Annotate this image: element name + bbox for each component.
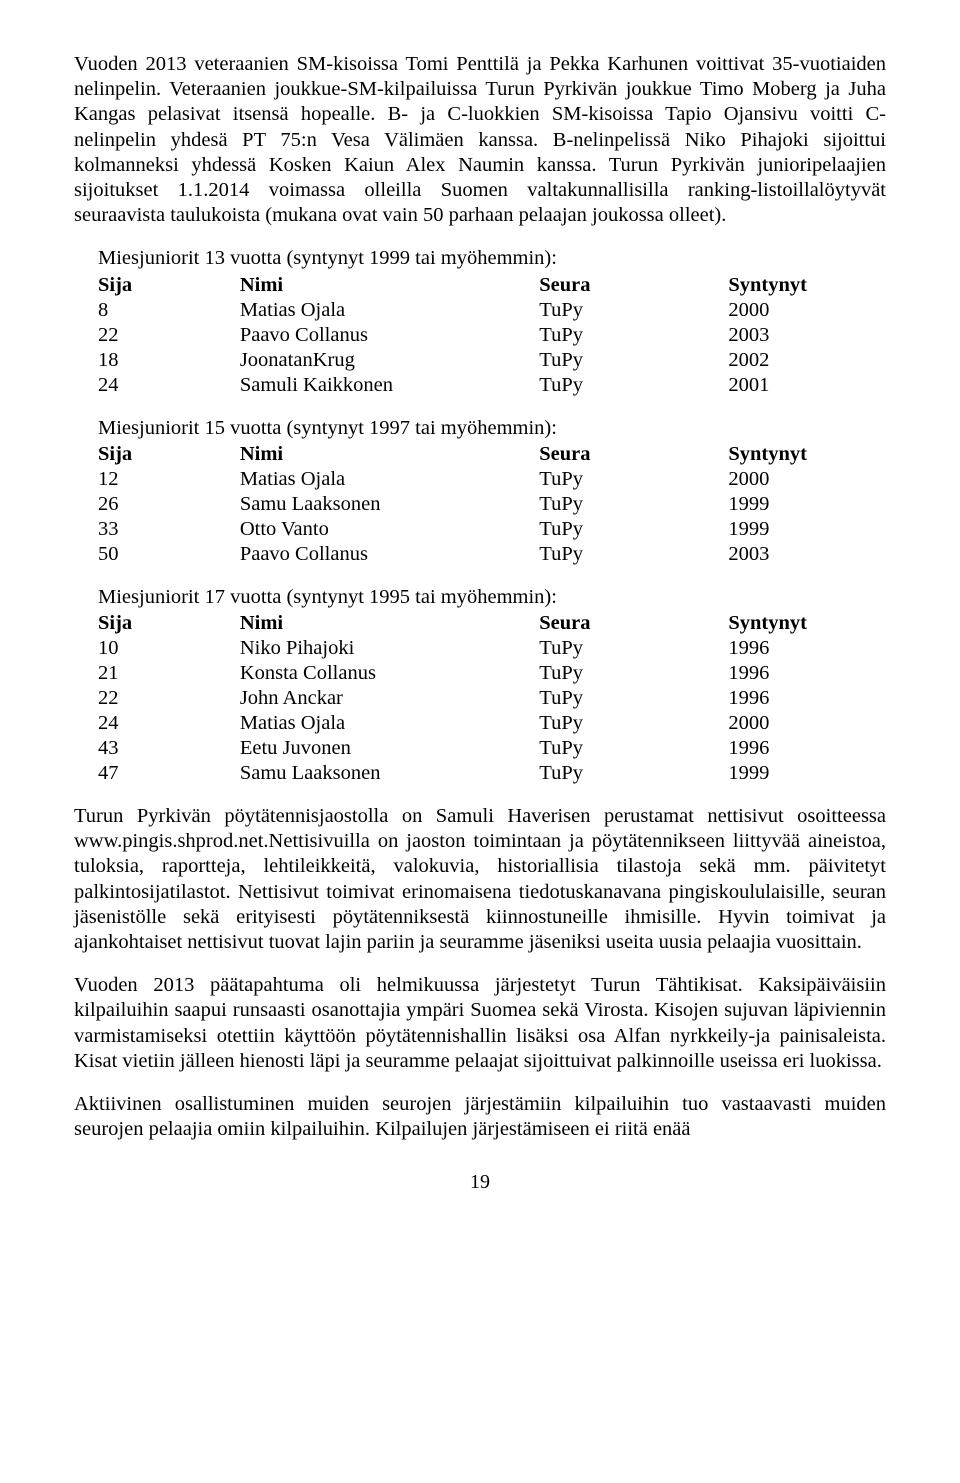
table-row: 18JoonatanKrugTuPy2002 bbox=[98, 348, 886, 373]
table-header-row: Sija Nimi Seura Syntynyt bbox=[98, 611, 886, 636]
col-seura: Seura bbox=[539, 442, 728, 467]
table-row: 43Eetu JuvonenTuPy1996 bbox=[98, 736, 886, 761]
table-row: 26Samu LaaksonenTuPy1999 bbox=[98, 492, 886, 517]
table-row: 24Matias OjalaTuPy2000 bbox=[98, 711, 886, 736]
table-13v-title: Miesjuniorit 13 vuotta (syntynyt 1999 ta… bbox=[98, 246, 886, 271]
col-sija: Sija bbox=[98, 611, 240, 636]
table-row: 8Matias OjalaTuPy2000 bbox=[98, 298, 886, 323]
col-synt: Syntynyt bbox=[728, 273, 886, 298]
table-header-row: Sija Nimi Seura Syntynyt bbox=[98, 273, 886, 298]
table-17v-grid: Sija Nimi Seura Syntynyt 10Niko Pihajoki… bbox=[98, 611, 886, 786]
table-15v-title: Miesjuniorit 15 vuotta (syntynyt 1997 ta… bbox=[98, 416, 886, 441]
table-17v-title: Miesjuniorit 17 vuotta (syntynyt 1995 ta… bbox=[98, 585, 886, 610]
col-sija: Sija bbox=[98, 273, 240, 298]
table-row: 50Paavo CollanusTuPy2003 bbox=[98, 542, 886, 567]
table-row: 47Samu LaaksonenTuPy1999 bbox=[98, 761, 886, 786]
col-nimi: Nimi bbox=[240, 611, 539, 636]
col-nimi: Nimi bbox=[240, 442, 539, 467]
col-synt: Syntynyt bbox=[728, 611, 886, 636]
paragraph-osallistuminen: Aktiivinen osallistuminen muiden seuroje… bbox=[74, 1092, 886, 1142]
table-13v: Miesjuniorit 13 vuotta (syntynyt 1999 ta… bbox=[98, 246, 886, 397]
table-row: 12Matias OjalaTuPy2000 bbox=[98, 467, 886, 492]
table-15v-grid: Sija Nimi Seura Syntynyt 12Matias OjalaT… bbox=[98, 442, 886, 567]
col-sija: Sija bbox=[98, 442, 240, 467]
document-page: Vuoden 2013 veteraanien SM-kisoissa Tomi… bbox=[0, 0, 960, 1483]
col-seura: Seura bbox=[539, 273, 728, 298]
table-15v: Miesjuniorit 15 vuotta (syntynyt 1997 ta… bbox=[98, 416, 886, 567]
col-synt: Syntynyt bbox=[728, 442, 886, 467]
table-row: 21Konsta CollanusTuPy1996 bbox=[98, 661, 886, 686]
table-row: 24Samuli KaikkonenTuPy2001 bbox=[98, 373, 886, 398]
col-seura: Seura bbox=[539, 611, 728, 636]
paragraph-tahtikisat: Vuoden 2013 päätapahtuma oli helmikuussa… bbox=[74, 973, 886, 1074]
table-header-row: Sija Nimi Seura Syntynyt bbox=[98, 442, 886, 467]
paragraph-website: Turun Pyrkivän pöytätennisjaostolla on S… bbox=[74, 804, 886, 955]
table-row: 22Paavo CollanusTuPy2003 bbox=[98, 323, 886, 348]
table-row: 33Otto VantoTuPy1999 bbox=[98, 517, 886, 542]
table-17v: Miesjuniorit 17 vuotta (syntynyt 1995 ta… bbox=[98, 585, 886, 786]
paragraph-intro: Vuoden 2013 veteraanien SM-kisoissa Tomi… bbox=[74, 52, 886, 228]
table-row: 22John AnckarTuPy1996 bbox=[98, 686, 886, 711]
page-number: 19 bbox=[74, 1170, 886, 1195]
table-13v-grid: Sija Nimi Seura Syntynyt 8Matias OjalaTu… bbox=[98, 273, 886, 398]
table-row: 10Niko PihajokiTuPy1996 bbox=[98, 636, 886, 661]
col-nimi: Nimi bbox=[240, 273, 539, 298]
